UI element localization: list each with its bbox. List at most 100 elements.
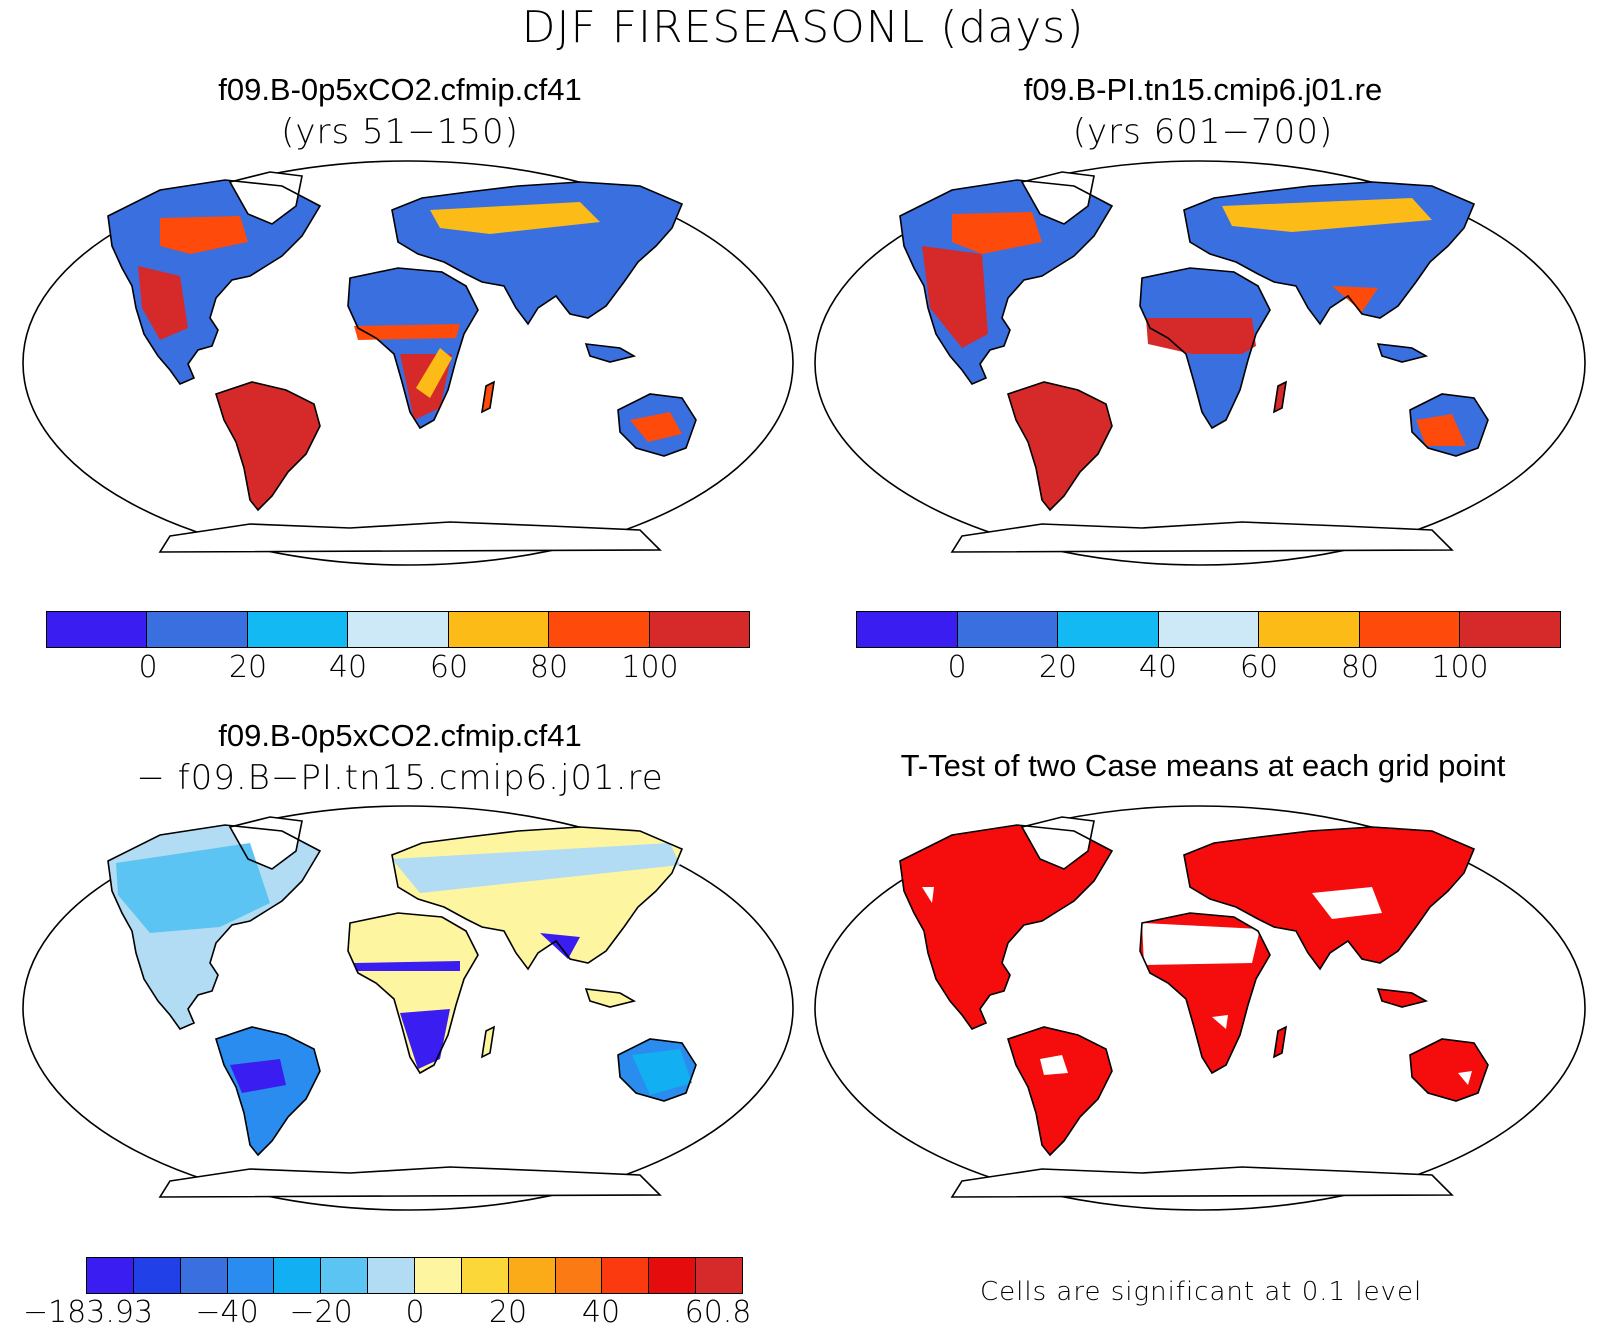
colorbar-case1-swatch bbox=[548, 612, 649, 647]
coastline-indonesia bbox=[584, 343, 637, 363]
coastline-madagascar bbox=[480, 380, 496, 414]
colorbar-difference-tick: −183.93 bbox=[22, 1295, 154, 1330]
colorbar-case2-swatch bbox=[857, 612, 957, 647]
field-region bbox=[400, 1009, 450, 1069]
significance-note: Cells are significant at 0.1 level bbox=[980, 1277, 1423, 1307]
colorbar-case2-swatch bbox=[1459, 612, 1561, 647]
field-region bbox=[160, 216, 248, 254]
coastline-indonesia bbox=[584, 988, 637, 1008]
land-fill-indonesia bbox=[1378, 344, 1426, 362]
coastline-australia bbox=[617, 393, 697, 457]
coastline-madagascar bbox=[480, 1025, 496, 1059]
field-region bbox=[632, 1049, 692, 1095]
colorbar-case2-swatch bbox=[1157, 612, 1259, 647]
colorbar-difference-swatch bbox=[367, 1258, 415, 1293]
colorbar-difference-tick: −40 bbox=[195, 1295, 259, 1330]
colorbar-difference bbox=[86, 1257, 743, 1294]
colorbar-difference-swatch bbox=[460, 1258, 508, 1293]
colorbar-case2-tick: 0 bbox=[947, 650, 967, 685]
coastline-namerica bbox=[107, 179, 322, 385]
land-fill-madagascar bbox=[482, 382, 494, 412]
colorbar-difference-swatch bbox=[554, 1258, 602, 1293]
panel2-subtitle: (yrs 601−700) bbox=[1072, 112, 1334, 152]
colorbar-case2-swatch bbox=[1057, 612, 1158, 647]
field-region bbox=[1312, 887, 1382, 919]
field-region bbox=[392, 843, 680, 893]
field-region bbox=[1222, 198, 1432, 232]
map-panel-case2 bbox=[814, 160, 1586, 566]
map-panel-difference bbox=[22, 805, 794, 1211]
panel1-subtitle: (yrs 51−150) bbox=[281, 112, 519, 152]
colorbar-case1-tick: 60 bbox=[429, 650, 469, 685]
field-region bbox=[116, 843, 270, 933]
land-fill-antarctica bbox=[160, 1167, 660, 1197]
coastline-australia bbox=[1409, 393, 1489, 457]
map-panel-ttest bbox=[814, 805, 1586, 1211]
field-region bbox=[1040, 1055, 1068, 1075]
land-fill-australia bbox=[1410, 1039, 1488, 1101]
field-region bbox=[1212, 1015, 1228, 1029]
coastline-greenland bbox=[1020, 171, 1095, 225]
land-fill-antarctica bbox=[952, 1167, 1452, 1197]
colorbar-case2-tick: 20 bbox=[1038, 650, 1078, 685]
colorbar-difference-tick: 60.8 bbox=[684, 1295, 752, 1330]
colorbar-difference-swatch bbox=[601, 1258, 649, 1293]
colorbar-difference-swatch bbox=[87, 1258, 133, 1293]
colorbar-difference-swatch bbox=[132, 1258, 180, 1293]
field-region bbox=[416, 348, 452, 398]
land-fill-greenland bbox=[1022, 817, 1094, 869]
colorbar-case1 bbox=[46, 611, 750, 648]
panel4-title: T-Test of two Case means at each grid po… bbox=[900, 748, 1506, 783]
panel3-title: f09.B-0p5xCO2.cfmip.cf41 bbox=[218, 718, 582, 753]
colorbar-case1-swatch bbox=[447, 612, 549, 647]
panel3-subtitle: − f09.B−PI.tn15.cmip6.j01.re bbox=[136, 758, 664, 798]
colorbar-case2 bbox=[856, 611, 1561, 648]
colorbar-case2-tick: 60 bbox=[1239, 650, 1279, 685]
field-region bbox=[952, 212, 1042, 254]
colorbar-case1-swatch bbox=[246, 612, 348, 647]
colorbar-case2-tick: 40 bbox=[1138, 650, 1178, 685]
field-region bbox=[1332, 286, 1378, 312]
land-fill-africa bbox=[348, 268, 478, 428]
coastline-antarctica bbox=[158, 1166, 662, 1198]
colorbar-difference-tick: 40 bbox=[581, 1295, 621, 1330]
colorbar-difference-tick: −20 bbox=[289, 1295, 353, 1330]
coastline-africa bbox=[347, 912, 479, 1075]
colorbar-case1-tick: 40 bbox=[328, 650, 368, 685]
land-fill-samerica bbox=[216, 1027, 320, 1155]
colorbar-case2-tick: 80 bbox=[1340, 650, 1380, 685]
coastline-australia bbox=[1409, 1038, 1489, 1102]
colorbar-case2-swatch bbox=[1358, 612, 1460, 647]
field-region bbox=[138, 266, 188, 340]
coastline-antarctica bbox=[158, 521, 662, 553]
land-fill-madagascar bbox=[1274, 1027, 1286, 1057]
panel2-title: f09.B-PI.tn15.cmip6.j01.re bbox=[1023, 72, 1383, 107]
coastline-namerica bbox=[899, 824, 1114, 1030]
colorbar-difference-swatch bbox=[226, 1258, 274, 1293]
colorbar-case1-swatch bbox=[648, 612, 749, 647]
colorbar-case1-swatch bbox=[47, 612, 147, 647]
land-fill-namerica bbox=[900, 825, 1112, 1029]
coastline-greenland bbox=[228, 171, 303, 225]
coastline-eurasia bbox=[1183, 826, 1476, 971]
field-region bbox=[354, 961, 460, 971]
colorbar-difference-tick: 0 bbox=[405, 1295, 425, 1330]
land-fill-indonesia bbox=[586, 989, 634, 1007]
land-fill-antarctica bbox=[952, 522, 1452, 552]
coastline-indonesia bbox=[1376, 343, 1429, 363]
coastline-africa bbox=[347, 267, 479, 430]
coastline-madagascar bbox=[1272, 380, 1288, 414]
coastline-samerica bbox=[215, 381, 321, 512]
land-fill-antarctica bbox=[160, 522, 660, 552]
land-fill-africa bbox=[348, 913, 478, 1073]
colorbar-difference-swatch bbox=[695, 1258, 743, 1293]
map-panel-case1 bbox=[22, 160, 794, 566]
colorbar-difference-swatch bbox=[414, 1258, 461, 1293]
field-region bbox=[230, 1059, 286, 1093]
colorbar-case2-tick: 100 bbox=[1431, 650, 1489, 685]
colorbar-case1-swatch bbox=[347, 612, 448, 647]
coastline-africa bbox=[1139, 912, 1271, 1075]
field-region bbox=[1416, 414, 1466, 446]
field-region bbox=[1458, 1071, 1472, 1085]
colorbar-case1-tick: 100 bbox=[621, 650, 679, 685]
